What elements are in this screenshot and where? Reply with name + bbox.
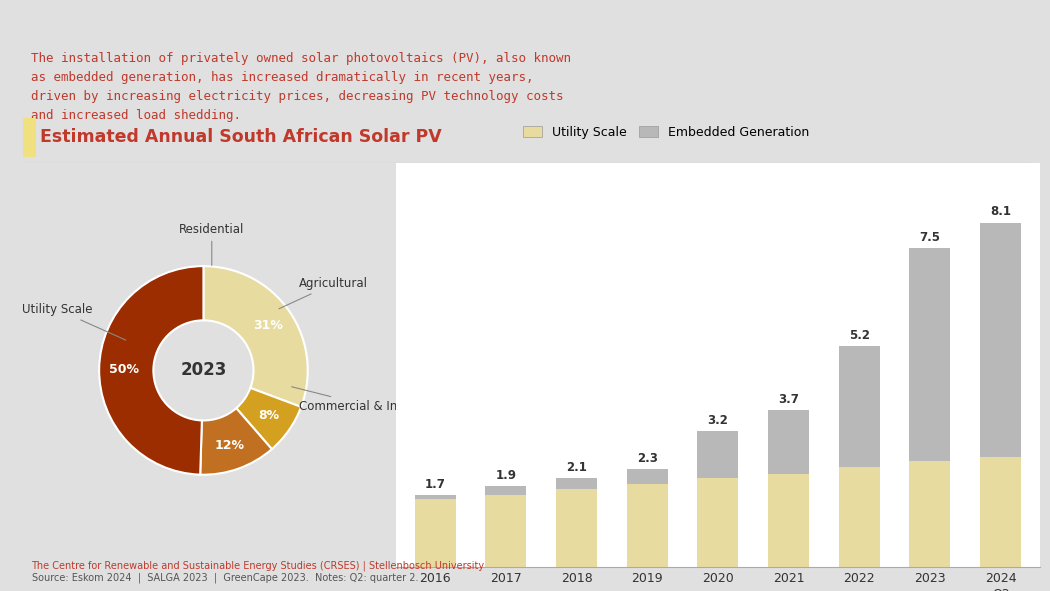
Bar <box>556 489 597 567</box>
Text: Source: Eskom 2024  |  SALGA 2023  |  GreenCape 2023.  Notes: Q2: quarter 2.: Source: Eskom 2024 | SALGA 2023 | GreenC… <box>32 572 418 583</box>
Bar <box>627 485 668 567</box>
Wedge shape <box>99 266 204 475</box>
Text: 8%: 8% <box>258 409 279 422</box>
Text: 50%: 50% <box>109 363 140 376</box>
Bar <box>839 346 880 467</box>
Text: 7.5: 7.5 <box>920 231 941 244</box>
Bar <box>839 467 880 567</box>
Legend: Utility Scale, Embedded Generation: Utility Scale, Embedded Generation <box>519 121 815 144</box>
Bar <box>415 495 456 499</box>
Wedge shape <box>204 266 308 407</box>
Text: 2.1: 2.1 <box>566 461 587 474</box>
Bar <box>556 478 597 489</box>
Bar <box>697 478 738 567</box>
Text: Agricultural: Agricultural <box>279 277 369 309</box>
Bar <box>909 461 950 567</box>
Bar <box>980 457 1021 567</box>
Text: Estimated Annual South African Solar PV: Estimated Annual South African Solar PV <box>40 128 442 146</box>
Text: 1.9: 1.9 <box>496 469 517 482</box>
Text: 3.7: 3.7 <box>778 392 799 405</box>
Text: Residential: Residential <box>180 223 245 265</box>
Wedge shape <box>236 388 301 449</box>
Text: 2023: 2023 <box>181 362 227 379</box>
Bar <box>769 410 810 474</box>
Bar <box>909 248 950 461</box>
Bar <box>769 474 810 567</box>
Bar <box>980 223 1021 457</box>
Bar <box>485 486 526 495</box>
Text: 1.7: 1.7 <box>425 478 445 491</box>
Text: 3.2: 3.2 <box>708 414 729 427</box>
Bar <box>415 499 456 567</box>
Text: 31%: 31% <box>254 319 284 332</box>
Text: The Centre for Renewable and Sustainable Energy Studies (CRSES) | Stellenbosch U: The Centre for Renewable and Sustainable… <box>32 560 485 571</box>
Bar <box>627 469 668 485</box>
Text: 8.1: 8.1 <box>990 205 1011 218</box>
Text: 5.2: 5.2 <box>848 329 869 342</box>
Text: 12%: 12% <box>215 439 245 452</box>
Text: Commercial & Industrial: Commercial & Industrial <box>292 387 442 413</box>
Wedge shape <box>201 408 272 475</box>
Bar <box>485 495 526 567</box>
Text: 2.3: 2.3 <box>637 452 657 465</box>
Text: The installation of privately owned solar photovoltaics (PV), also known
as embe: The installation of privately owned sola… <box>32 53 571 122</box>
Bar <box>697 431 738 478</box>
Text: Utility Scale: Utility Scale <box>22 303 126 340</box>
